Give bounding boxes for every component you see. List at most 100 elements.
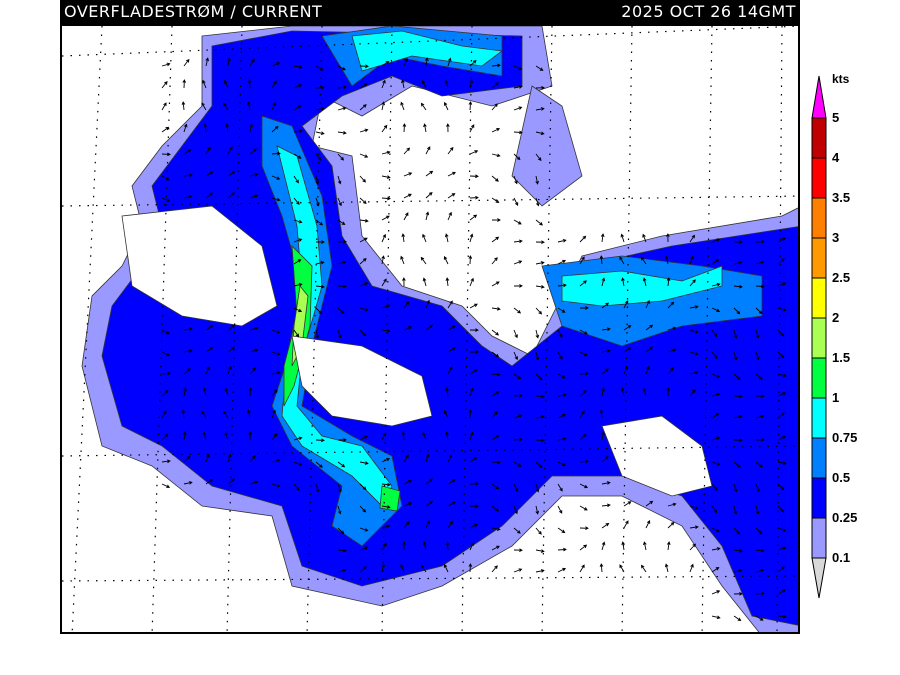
current-arrow: [183, 327, 193, 331]
current-arrow: [403, 454, 409, 463]
current-arrow: [491, 391, 500, 397]
current-arrow: [421, 79, 427, 89]
current-arrow: [491, 153, 501, 158]
current-arrow: [425, 170, 434, 177]
current-arrow: [227, 170, 236, 177]
current-arrow: [315, 329, 320, 339]
current-arrow: [666, 541, 671, 551]
current-arrow: [601, 541, 606, 551]
current-arrow: [425, 299, 430, 309]
current-arrow: [469, 504, 479, 509]
current-arrow: [183, 387, 187, 397]
current-arrow: [381, 432, 387, 441]
current-arrow: [337, 239, 347, 244]
current-arrow: [535, 65, 544, 71]
current-arrow: [623, 365, 628, 375]
current-arrow: [469, 79, 474, 89]
legend-label: 0.1: [832, 550, 851, 565]
current-arrow: [643, 541, 647, 551]
current-arrow: [664, 563, 669, 573]
current-arrow: [443, 563, 449, 573]
current-arrow: [447, 211, 452, 221]
current-arrow: [247, 101, 251, 111]
current-arrow: [444, 79, 449, 89]
current-arrow: [601, 522, 610, 529]
current-arrow: [271, 432, 278, 441]
current-arrow: [579, 306, 589, 310]
current-arrow: [711, 392, 721, 397]
current-arrow: [293, 84, 303, 89]
current-arrow: [271, 80, 277, 89]
current-arrow: [401, 431, 406, 441]
current-arrow: [223, 102, 229, 111]
current-arrow: [381, 304, 391, 309]
current-arrow: [422, 541, 427, 551]
water-fast-north: [351, 30, 504, 72]
current-arrow: [225, 123, 229, 133]
current-arrow: [733, 483, 738, 493]
current-arrow: [733, 549, 743, 553]
current-arrow: [733, 461, 741, 468]
current-arrow: [445, 277, 450, 287]
current-arrow: [337, 438, 347, 442]
current-arrow: [248, 431, 253, 441]
current-arrow: [623, 346, 632, 353]
current-arrow: [293, 461, 303, 466]
current-arrow: [445, 431, 449, 441]
current-arrow: [337, 461, 346, 468]
current-arrow: [420, 256, 427, 265]
legend-swatch: [811, 237, 827, 279]
current-arrow: [183, 481, 193, 485]
current-arrow: [733, 351, 738, 361]
current-arrow: [755, 527, 763, 535]
current-arrow: [711, 547, 721, 551]
legend-swatch: [811, 317, 827, 359]
current-arrow: [777, 461, 787, 465]
current-arrow: [337, 153, 345, 161]
current-arrow: [227, 478, 235, 485]
current-arrow: [381, 79, 386, 89]
current-arrow: [777, 412, 785, 419]
current-arrow: [513, 106, 523, 111]
current-arrow: [249, 348, 259, 353]
current-arrow: [248, 387, 253, 397]
current-arrow: [535, 307, 543, 315]
current-arrow: [535, 483, 540, 493]
current-map: [60, 24, 800, 634]
current-arrow: [491, 545, 500, 551]
current-arrow: [271, 371, 281, 375]
current-arrow: [359, 237, 368, 243]
current-arrow: [381, 60, 390, 67]
current-arrow: [599, 563, 604, 573]
current-arrow: [271, 329, 281, 334]
current-arrow: [337, 307, 345, 314]
current-arrow: [359, 83, 368, 89]
current-arrow: [403, 57, 408, 67]
current-arrow: [535, 461, 543, 468]
valid-time: 2025 OCT 26 14GMT: [621, 2, 796, 21]
water-layer: [81, 26, 798, 632]
current-arrow: [447, 501, 456, 507]
current-arrow: [711, 282, 721, 287]
current-arrow: [315, 438, 325, 443]
current-arrow: [205, 365, 210, 375]
current-arrow: [227, 346, 236, 353]
current-arrow: [161, 371, 171, 376]
current-arrow: [755, 438, 765, 442]
current-arrow: [491, 565, 498, 573]
current-arrow: [315, 461, 323, 468]
current-arrow: [557, 483, 563, 492]
map-canvas: [62, 26, 798, 632]
current-arrow: [425, 453, 430, 463]
current-arrow: [491, 82, 499, 89]
current-arrow: [183, 58, 190, 67]
current-arrow: [381, 505, 391, 509]
current-arrow: [535, 285, 545, 289]
current-arrow: [599, 409, 604, 419]
current-arrow: [513, 175, 518, 185]
current-arrow: [535, 261, 545, 265]
current-arrow: [224, 79, 229, 89]
current-arrow: [400, 101, 405, 111]
current-arrow: [443, 410, 449, 419]
current-arrow: [513, 505, 518, 515]
